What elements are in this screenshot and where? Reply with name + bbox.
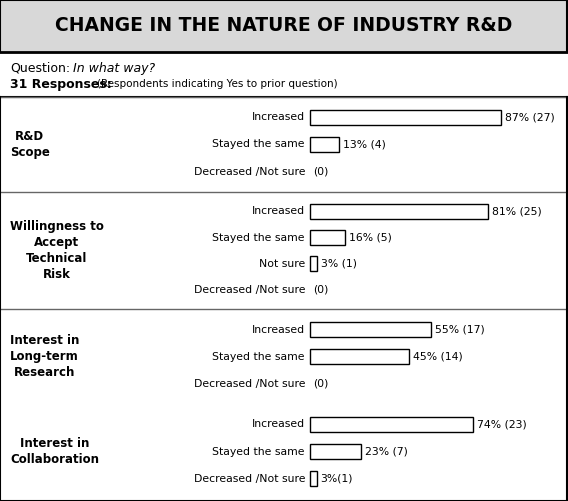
Text: Decreased /Not sure: Decreased /Not sure [194,285,305,295]
Text: Increased: Increased [252,419,305,429]
Bar [310,137,339,152]
Text: Increased: Increased [252,325,305,335]
Text: 31 Responses:: 31 Responses: [10,78,112,91]
Text: 81% (25): 81% (25) [492,206,542,216]
Text: 3% (1): 3% (1) [320,259,357,269]
Text: Decreased /Not sure: Decreased /Not sure [194,379,305,389]
Bar [310,322,431,337]
Text: 87% (27): 87% (27) [506,112,555,122]
Text: 74% (23): 74% (23) [477,419,527,429]
Text: (0): (0) [313,285,328,295]
Bar [0,0,568,52]
Text: R&D
Scope: R&D Scope [10,130,50,159]
Text: Not sure: Not sure [259,259,305,269]
Text: 13% (4): 13% (4) [343,139,386,149]
Text: (0): (0) [313,379,328,389]
Bar [310,471,316,486]
Bar [310,204,488,218]
Text: Stayed the same: Stayed the same [212,446,305,456]
Text: Interest in
Long-term
Research: Interest in Long-term Research [10,334,80,379]
Text: In what way?: In what way? [73,62,155,75]
Text: 16% (5): 16% (5) [349,232,392,242]
Bar [310,110,502,125]
Bar [310,444,361,459]
Text: (0): (0) [313,166,328,176]
Text: 3%(1): 3%(1) [320,473,353,483]
Text: Decreased /Not sure: Decreased /Not sure [194,166,305,176]
Text: Stayed the same: Stayed the same [212,352,305,362]
Text: Willingness to
Accept
Technical
Risk: Willingness to Accept Technical Risk [10,220,104,281]
Bar [310,349,409,364]
Text: Stayed the same: Stayed the same [212,232,305,242]
Text: Increased: Increased [252,206,305,216]
Text: Interest in
Collaboration: Interest in Collaboration [10,437,99,466]
Text: Increased: Increased [252,112,305,122]
Text: CHANGE IN THE NATURE OF INDUSTRY R&D: CHANGE IN THE NATURE OF INDUSTRY R&D [55,16,513,35]
Text: Stayed the same: Stayed the same [212,139,305,149]
Bar [310,230,345,244]
Text: 55% (17): 55% (17) [435,325,485,335]
Bar [310,417,473,432]
Text: Question:: Question: [10,62,70,75]
Text: 45% (14): 45% (14) [413,352,463,362]
Text: Decreased /Not sure: Decreased /Not sure [194,473,305,483]
Bar [310,257,316,271]
Text: 23% (7): 23% (7) [365,446,407,456]
Text: (Respondents indicating Yes to prior question): (Respondents indicating Yes to prior que… [97,79,337,89]
